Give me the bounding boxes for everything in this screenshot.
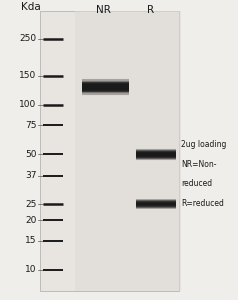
Bar: [40, 11, 179, 291]
Text: R: R: [147, 5, 154, 15]
Text: 250: 250: [19, 34, 36, 43]
Text: R=reduced: R=reduced: [181, 199, 224, 208]
Text: 15: 15: [25, 236, 36, 245]
Text: 25: 25: [25, 200, 36, 208]
Bar: [134, 11, 181, 291]
Text: reduced: reduced: [181, 179, 212, 188]
Text: NR: NR: [96, 5, 111, 15]
Text: 75: 75: [25, 121, 36, 130]
Text: 20: 20: [25, 215, 36, 224]
Text: 100: 100: [19, 100, 36, 109]
Text: 10: 10: [25, 265, 36, 274]
Text: 2ug loading: 2ug loading: [181, 140, 226, 149]
Text: 50: 50: [25, 150, 36, 159]
Text: 37: 37: [25, 171, 36, 180]
Text: 150: 150: [19, 71, 36, 80]
Bar: [75, 11, 134, 291]
Text: Kda: Kda: [21, 2, 40, 12]
Text: NR=Non-: NR=Non-: [181, 160, 217, 169]
